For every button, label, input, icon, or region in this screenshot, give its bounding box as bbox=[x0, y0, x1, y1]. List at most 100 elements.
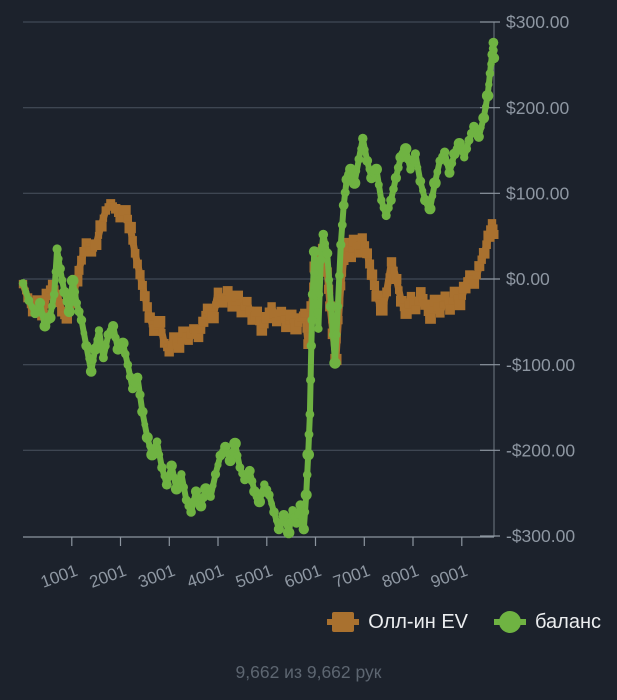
series-point-balance bbox=[190, 486, 202, 497]
series-point-allin-ev bbox=[281, 321, 292, 333]
series-point-balance bbox=[209, 482, 217, 489]
series-point-balance bbox=[80, 329, 88, 337]
series-point-balance bbox=[485, 80, 493, 89]
x-axis-label: 9001 bbox=[428, 561, 470, 592]
legend-item-balance[interactable]: баланс bbox=[494, 609, 601, 635]
series-point-allin-ev bbox=[478, 248, 490, 259]
series-point-balance bbox=[76, 315, 87, 325]
series-point-allin-ev bbox=[357, 233, 367, 243]
series-point-allin-ev bbox=[124, 221, 136, 234]
series-point-balance bbox=[393, 163, 403, 173]
series-point-balance bbox=[55, 263, 65, 274]
legend-item-allin-ev[interactable]: Олл-ин EV bbox=[327, 609, 468, 635]
series-point-balance bbox=[477, 123, 485, 131]
series-point-allin-ev bbox=[139, 291, 150, 301]
series-point-allin-ev bbox=[376, 304, 388, 316]
series-point-balance bbox=[313, 308, 321, 316]
series-point-allin-ev bbox=[201, 310, 211, 320]
series-point-allin-ev bbox=[458, 292, 466, 300]
series-point-balance bbox=[49, 290, 59, 299]
series-point-balance bbox=[206, 492, 215, 501]
series-point-balance bbox=[311, 269, 319, 277]
series-point-allin-ev bbox=[213, 287, 223, 297]
series-point-allin-ev bbox=[399, 303, 408, 312]
series-point-balance bbox=[108, 321, 119, 332]
series-point-allin-ev bbox=[242, 296, 252, 306]
series-point-balance bbox=[353, 167, 361, 175]
series-point-balance bbox=[224, 455, 236, 467]
series-point-allin-ev bbox=[425, 313, 436, 324]
series-point-allin-ev bbox=[489, 230, 499, 239]
series-point-balance bbox=[283, 526, 295, 539]
series-point-balance bbox=[125, 372, 135, 382]
series-point-balance bbox=[300, 507, 310, 517]
series-point-allin-ev bbox=[232, 290, 243, 302]
series-point-allin-ev bbox=[487, 219, 497, 228]
series-point-balance bbox=[389, 184, 398, 194]
series-point-balance bbox=[101, 342, 110, 351]
series-point-balance bbox=[132, 372, 143, 383]
series-point-allin-ev bbox=[300, 308, 310, 318]
y-axis-label: $200.00 bbox=[506, 98, 570, 118]
series-point-allin-ev bbox=[362, 248, 372, 259]
series-point-balance bbox=[85, 366, 97, 377]
series-point-allin-ev bbox=[354, 249, 363, 258]
series-point-allin-ev bbox=[454, 299, 466, 311]
series-point-allin-ev bbox=[385, 273, 393, 281]
series-point-balance bbox=[478, 112, 490, 124]
series-point-allin-ev bbox=[285, 317, 293, 325]
series-point-allin-ev bbox=[474, 261, 485, 272]
legend-label-balance: баланс bbox=[535, 611, 601, 633]
series-point-balance bbox=[358, 133, 368, 144]
series-point-balance bbox=[381, 211, 391, 221]
series-point-allin-ev bbox=[61, 313, 72, 324]
series-point-allin-ev bbox=[411, 305, 421, 315]
series-point-allin-ev bbox=[416, 287, 426, 297]
series-point-balance bbox=[123, 360, 133, 370]
series-point-allin-ev bbox=[81, 238, 91, 248]
series-point-balance bbox=[488, 52, 500, 64]
series-point-allin-ev bbox=[227, 301, 238, 312]
series-point-balance bbox=[428, 192, 437, 200]
y-axis-label: -$100.00 bbox=[506, 355, 575, 375]
allin-ev-marker-icon bbox=[327, 612, 360, 632]
series-point-balance bbox=[400, 143, 412, 155]
series-point-balance bbox=[157, 462, 167, 473]
series-point-balance bbox=[410, 149, 420, 159]
series-point-balance bbox=[337, 220, 347, 230]
series-point-allin-ev bbox=[380, 297, 388, 305]
series-point-allin-ev bbox=[375, 299, 383, 307]
series-point-allin-ev bbox=[128, 236, 137, 245]
series-point-allin-ev bbox=[236, 305, 249, 318]
series-point-allin-ev bbox=[142, 302, 152, 312]
series-point-allin-ev bbox=[164, 347, 174, 357]
chart-legend: Олл-ин EV баланс bbox=[0, 604, 617, 640]
series-point-balance bbox=[81, 340, 92, 351]
series-point-balance bbox=[406, 165, 415, 174]
series-point-balance bbox=[315, 290, 324, 299]
plot-area[interactable]: $300.00 $200.00 $100.00 $0.00 -$100.00 -$200.… bbox=[0, 0, 617, 600]
series-point-allin-ev bbox=[186, 330, 196, 339]
series-point-balance bbox=[336, 240, 346, 250]
series-point-allin-ev bbox=[396, 296, 407, 307]
series-point-allin-ev bbox=[226, 295, 234, 303]
series-point-allin-ev bbox=[482, 240, 491, 249]
series-point-balance bbox=[253, 496, 265, 508]
series-point-allin-ev bbox=[133, 259, 142, 269]
series-point-allin-ev bbox=[390, 266, 398, 275]
series-point-balance bbox=[362, 155, 373, 166]
series-point-balance bbox=[28, 303, 36, 311]
series-point-allin-ev bbox=[158, 328, 166, 337]
series-point-balance bbox=[66, 274, 79, 287]
series-point-allin-ev bbox=[436, 309, 445, 318]
series-point-allin-ev bbox=[55, 298, 64, 308]
series-point-allin-ev bbox=[256, 325, 268, 336]
series-point-allin-ev bbox=[366, 269, 378, 280]
series-point-allin-ev bbox=[439, 301, 447, 309]
series-point-balance bbox=[485, 69, 495, 78]
series-point-balance bbox=[22, 288, 30, 296]
series-point-balance bbox=[268, 500, 275, 507]
series-point-balance bbox=[170, 483, 183, 495]
series-point-balance bbox=[70, 287, 80, 297]
